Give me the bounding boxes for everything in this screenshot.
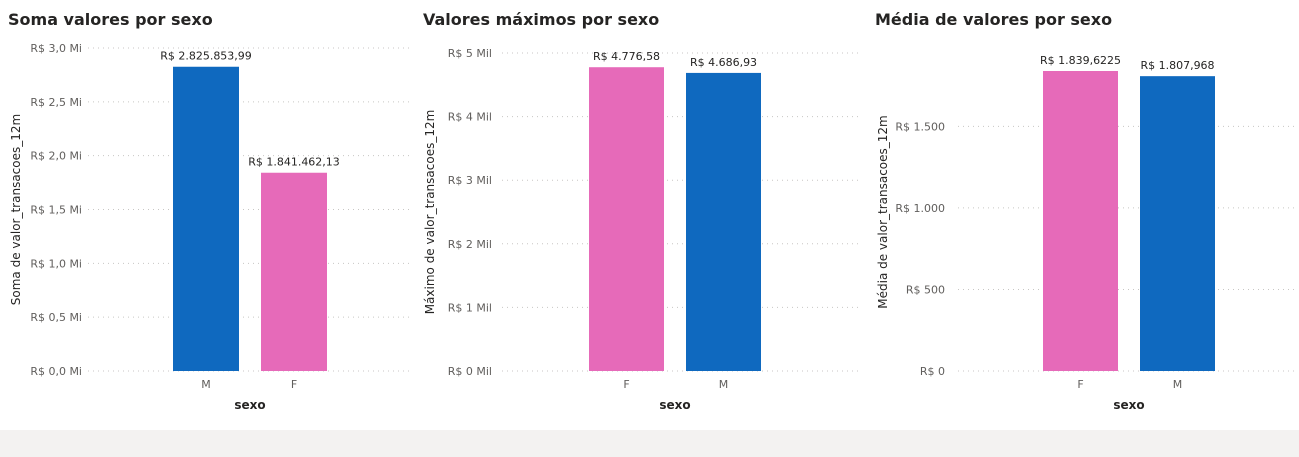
- chart-visual-soma[interactable]: Soma valores por sexo R$ 0,0 Mi R$ 0,5 Mi…: [0, 0, 420, 430]
- y-tick-label: R$ 5 Mil: [448, 47, 492, 60]
- bar-chart-media: R$ 0 R$ 500 R$ 1.000 R$ 1.500 Média de valor…: [876, 54, 1297, 412]
- x-axis-title: sexo: [1113, 398, 1144, 412]
- bar-f[interactable]: [1043, 71, 1118, 371]
- y-tick-label: R$ 2,0 Mi: [30, 150, 82, 163]
- y-tick-label: R$ 1 Mil: [448, 301, 492, 314]
- bar-chart-soma: R$ 0,0 Mi R$ 0,5 Mi R$ 1,0 Mi R$ 1,5 Mi R$ 2…: [9, 42, 410, 412]
- y-tick-label: R$ 2,5 Mi: [30, 96, 82, 109]
- y-axis-title: Soma de valor_transacoes_12m: [9, 114, 23, 305]
- y-tick-label: R$ 1.000: [895, 202, 945, 215]
- y-tick-label: R$ 1,0 Mi: [30, 257, 82, 270]
- chart-title: Média de valores por sexo: [875, 10, 1113, 29]
- bar-m[interactable]: [1140, 76, 1215, 371]
- chart-visual-maximos[interactable]: Valores máximos por sexo R$ 0 Mil R$ 1 Mi…: [415, 0, 860, 430]
- y-tick-label: R$ 0 Mil: [448, 365, 492, 378]
- report-canvas-footer: [0, 430, 1299, 457]
- y-axis-title: Média de valor_transacoes_12m: [876, 115, 890, 308]
- x-category-label: M: [201, 378, 211, 391]
- x-category-label: F: [1077, 378, 1083, 391]
- data-label: R$ 1.839,6225: [1040, 54, 1121, 67]
- chart-title: Soma valores por sexo: [8, 10, 213, 29]
- y-tick-label: R$ 1.500: [895, 120, 945, 133]
- x-axis-title: sexo: [234, 398, 265, 412]
- y-tick-label: R$ 3 Mil: [448, 174, 492, 187]
- chart-visual-media[interactable]: Média de valores por sexo R$ 0 R$ 500 R$ 1…: [867, 0, 1299, 430]
- x-category-label: M: [1173, 378, 1183, 391]
- bar-m[interactable]: [173, 66, 239, 371]
- data-label: R$ 1.807,968: [1140, 59, 1214, 72]
- bar-m[interactable]: [686, 72, 761, 371]
- x-category-label: F: [291, 378, 297, 391]
- y-tick-label: R$ 1,5 Mi: [30, 204, 82, 217]
- bar-f[interactable]: [589, 67, 664, 372]
- y-tick-label: R$ 0,0 Mi: [30, 365, 82, 378]
- y-tick-label: R$ 3,0 Mi: [30, 42, 82, 55]
- data-label: R$ 4.776,58: [593, 50, 660, 63]
- x-category-label: F: [623, 378, 629, 391]
- bar-chart-maximos: R$ 0 Mil R$ 1 Mil R$ 2 Mil R$ 3 Mil R$ 4 Mil…: [423, 47, 860, 412]
- x-category-label: M: [719, 378, 729, 391]
- chart-title: Valores máximos por sexo: [423, 10, 660, 29]
- y-tick-label: R$ 0,5 Mi: [30, 311, 82, 324]
- y-tick-label: R$ 0: [920, 365, 945, 378]
- data-label: R$ 2.825.853,99: [160, 50, 252, 63]
- y-tick-label: R$ 4 Mil: [448, 111, 492, 124]
- data-label: R$ 4.686,93: [690, 56, 757, 69]
- data-label: R$ 1.841.462,13: [248, 156, 340, 169]
- y-tick-label: R$ 500: [906, 283, 945, 296]
- y-axis-title: Máximo de valor_transacoes_12m: [423, 110, 437, 315]
- x-axis-title: sexo: [659, 398, 690, 412]
- y-tick-label: R$ 2 Mil: [448, 238, 492, 251]
- bar-f[interactable]: [261, 172, 327, 371]
